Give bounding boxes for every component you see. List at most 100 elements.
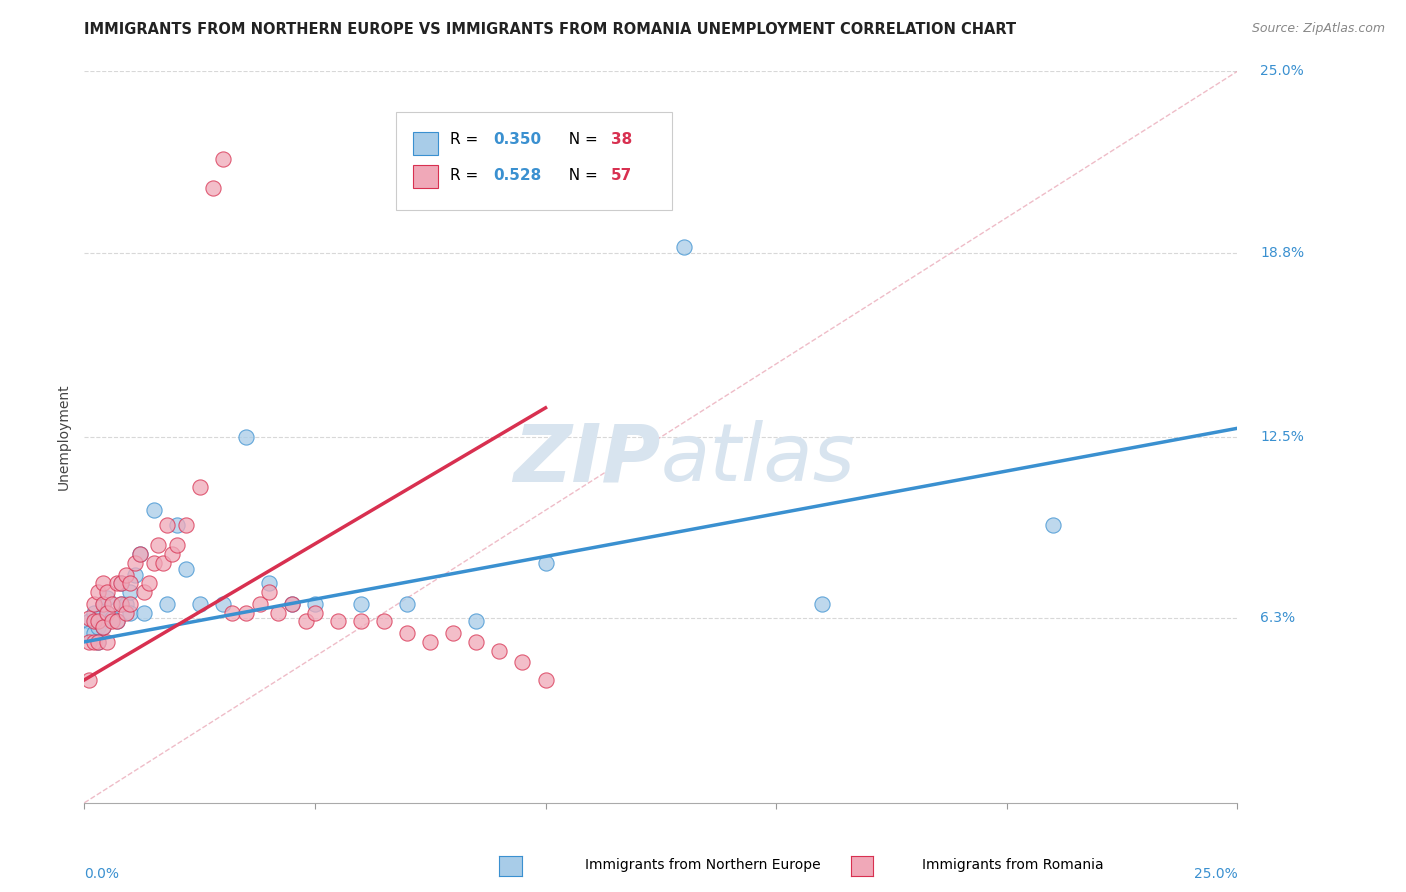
Point bbox=[105, 615, 128, 629]
Point bbox=[142, 503, 165, 517]
Point bbox=[396, 597, 419, 611]
FancyBboxPatch shape bbox=[413, 132, 439, 155]
Text: 25.0%: 25.0% bbox=[1194, 867, 1237, 881]
Point bbox=[120, 606, 142, 620]
Point bbox=[110, 597, 132, 611]
Point bbox=[488, 643, 510, 657]
Text: Immigrants from Romania: Immigrants from Romania bbox=[921, 858, 1104, 872]
Point bbox=[101, 615, 124, 629]
Point bbox=[156, 597, 179, 611]
Point bbox=[142, 556, 165, 570]
Point bbox=[87, 611, 110, 625]
Text: 0.350: 0.350 bbox=[494, 132, 541, 147]
Point bbox=[134, 585, 156, 599]
Point bbox=[188, 597, 211, 611]
Text: 25.0%: 25.0% bbox=[1260, 64, 1305, 78]
Point bbox=[304, 597, 326, 611]
Point bbox=[534, 556, 557, 570]
Point bbox=[134, 606, 156, 620]
Point bbox=[350, 615, 373, 629]
Point bbox=[87, 635, 110, 649]
Point bbox=[77, 626, 100, 640]
Point bbox=[1042, 517, 1064, 532]
Point bbox=[77, 615, 100, 629]
Point bbox=[221, 606, 243, 620]
Point bbox=[124, 556, 146, 570]
Text: IMMIGRANTS FROM NORTHERN EUROPE VS IMMIGRANTS FROM ROMANIA UNEMPLOYMENT CORRELAT: IMMIGRANTS FROM NORTHERN EUROPE VS IMMIG… bbox=[84, 22, 1017, 37]
Text: 18.8%: 18.8% bbox=[1260, 246, 1305, 260]
Point bbox=[304, 606, 326, 620]
Point bbox=[166, 517, 188, 532]
Point bbox=[87, 635, 110, 649]
Point bbox=[96, 591, 118, 605]
Text: atlas: atlas bbox=[661, 420, 856, 498]
Text: R =: R = bbox=[450, 132, 482, 147]
Point bbox=[235, 606, 257, 620]
Point bbox=[281, 597, 304, 611]
Point bbox=[160, 547, 183, 561]
Point bbox=[267, 606, 290, 620]
Point bbox=[110, 597, 132, 611]
Point bbox=[77, 611, 100, 625]
Text: 0.528: 0.528 bbox=[494, 169, 541, 184]
FancyBboxPatch shape bbox=[413, 165, 439, 188]
Point bbox=[87, 615, 110, 629]
Point bbox=[138, 576, 160, 591]
Point bbox=[110, 576, 132, 591]
Point bbox=[257, 576, 280, 591]
Point bbox=[101, 611, 124, 625]
Point bbox=[77, 673, 100, 687]
Point bbox=[105, 615, 128, 629]
Point bbox=[120, 576, 142, 591]
Point bbox=[101, 597, 124, 611]
Text: 6.3%: 6.3% bbox=[1260, 612, 1295, 625]
Point bbox=[672, 240, 695, 254]
Point bbox=[188, 480, 211, 494]
Point bbox=[83, 626, 105, 640]
Y-axis label: Unemployment: Unemployment bbox=[58, 384, 72, 491]
Point bbox=[373, 615, 395, 629]
Point bbox=[83, 606, 105, 620]
Point bbox=[211, 597, 233, 611]
Text: Source: ZipAtlas.com: Source: ZipAtlas.com bbox=[1251, 22, 1385, 36]
Point bbox=[281, 597, 304, 611]
Point bbox=[534, 673, 557, 687]
Text: R =: R = bbox=[450, 169, 482, 184]
Point bbox=[257, 585, 280, 599]
Point bbox=[465, 635, 488, 649]
Point bbox=[211, 152, 233, 166]
Text: ZIP: ZIP bbox=[513, 420, 661, 498]
Point bbox=[91, 620, 114, 634]
Point bbox=[811, 597, 834, 611]
Point bbox=[87, 585, 110, 599]
Text: N =: N = bbox=[560, 169, 603, 184]
Text: 12.5%: 12.5% bbox=[1260, 430, 1305, 444]
Text: Immigrants from Northern Europe: Immigrants from Northern Europe bbox=[585, 858, 821, 872]
Point bbox=[146, 538, 169, 552]
Point bbox=[96, 585, 118, 599]
Text: 38: 38 bbox=[612, 132, 633, 147]
Point bbox=[91, 620, 114, 634]
Point bbox=[166, 538, 188, 552]
Point bbox=[83, 597, 105, 611]
Point bbox=[96, 635, 118, 649]
FancyBboxPatch shape bbox=[395, 112, 672, 211]
Text: N =: N = bbox=[560, 132, 603, 147]
Point bbox=[512, 656, 534, 670]
Point bbox=[83, 635, 105, 649]
Point bbox=[87, 620, 110, 634]
Point bbox=[202, 181, 225, 195]
Point bbox=[105, 576, 128, 591]
Point bbox=[465, 615, 488, 629]
Point bbox=[120, 585, 142, 599]
Point bbox=[128, 547, 150, 561]
Text: 57: 57 bbox=[612, 169, 633, 184]
Point bbox=[294, 615, 316, 629]
Point bbox=[174, 517, 197, 532]
Point bbox=[115, 606, 138, 620]
Point bbox=[326, 615, 349, 629]
Point bbox=[128, 547, 150, 561]
Point bbox=[110, 576, 132, 591]
Text: 0.0%: 0.0% bbox=[84, 867, 120, 881]
Point bbox=[441, 626, 464, 640]
